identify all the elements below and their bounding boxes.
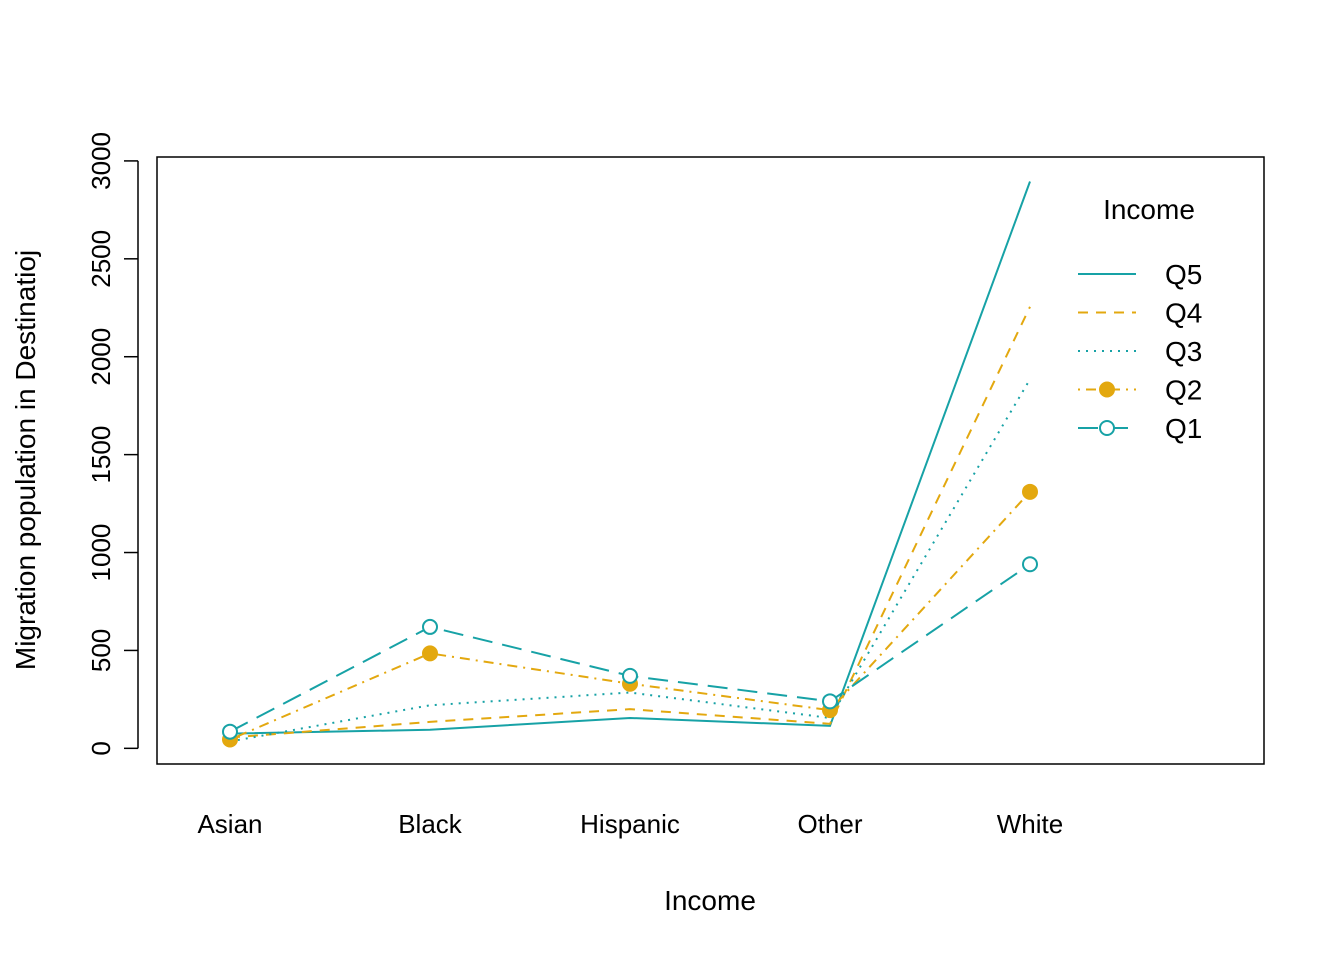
legend-label-q4: Q4 — [1165, 298, 1202, 329]
legend-title: Income — [1103, 194, 1195, 225]
y-tick-label: 2000 — [86, 328, 116, 386]
y-axis-title: Migration population in Destinatioj — [10, 250, 41, 670]
x-tick-label: Asian — [197, 809, 262, 839]
legend-label-q2: Q2 — [1165, 375, 1202, 406]
data-point — [622, 667, 638, 684]
series-q3 — [229, 378, 1031, 743]
data-point — [1022, 483, 1038, 500]
x-tick-label: White — [997, 809, 1063, 839]
data-point — [222, 723, 238, 740]
data-point — [822, 693, 838, 710]
series-line-q1 — [229, 563, 1031, 733]
x-tick-label: Black — [398, 809, 463, 839]
y-tick-label: 1000 — [86, 524, 116, 582]
series-q1 — [222, 556, 1038, 740]
x-axis-title: Income — [664, 885, 756, 916]
legend-marker-q1 — [1099, 420, 1115, 436]
y-tick-label: 1500 — [86, 426, 116, 484]
y-axis: 0 500 1000 1500 2000 2500 3000 — [86, 132, 139, 756]
plot-frame — [156, 156, 1265, 765]
series-layer — [222, 181, 1038, 748]
data-point — [1022, 556, 1038, 573]
legend-label-q5: Q5 — [1165, 259, 1202, 290]
series-line-q3 — [229, 378, 1031, 743]
legend-label-q1: Q1 — [1165, 413, 1202, 444]
series-q5 — [229, 181, 1031, 735]
series-q2 — [222, 483, 1038, 748]
data-point — [422, 618, 438, 635]
series-line-q2 — [229, 491, 1031, 741]
x-tick-label: Other — [797, 809, 862, 839]
x-tick-label: Hispanic — [580, 809, 680, 839]
y-tick-label: 2500 — [86, 230, 116, 288]
data-point — [422, 645, 438, 662]
legend-marker-q2 — [1099, 381, 1115, 398]
legend-label-q3: Q3 — [1165, 336, 1202, 367]
series-line-q4 — [229, 306, 1031, 739]
y-tick-label: 0 — [86, 741, 116, 755]
y-tick-label: 3000 — [86, 132, 116, 190]
y-tick-label: 500 — [86, 629, 116, 672]
series-line-q5 — [229, 181, 1031, 735]
legend: Income Q5 Q4 Q3 Q2 Q1 — [1078, 194, 1202, 444]
series-q4 — [229, 306, 1031, 739]
x-axis: Asian Black Hispanic Other White — [197, 809, 1063, 839]
